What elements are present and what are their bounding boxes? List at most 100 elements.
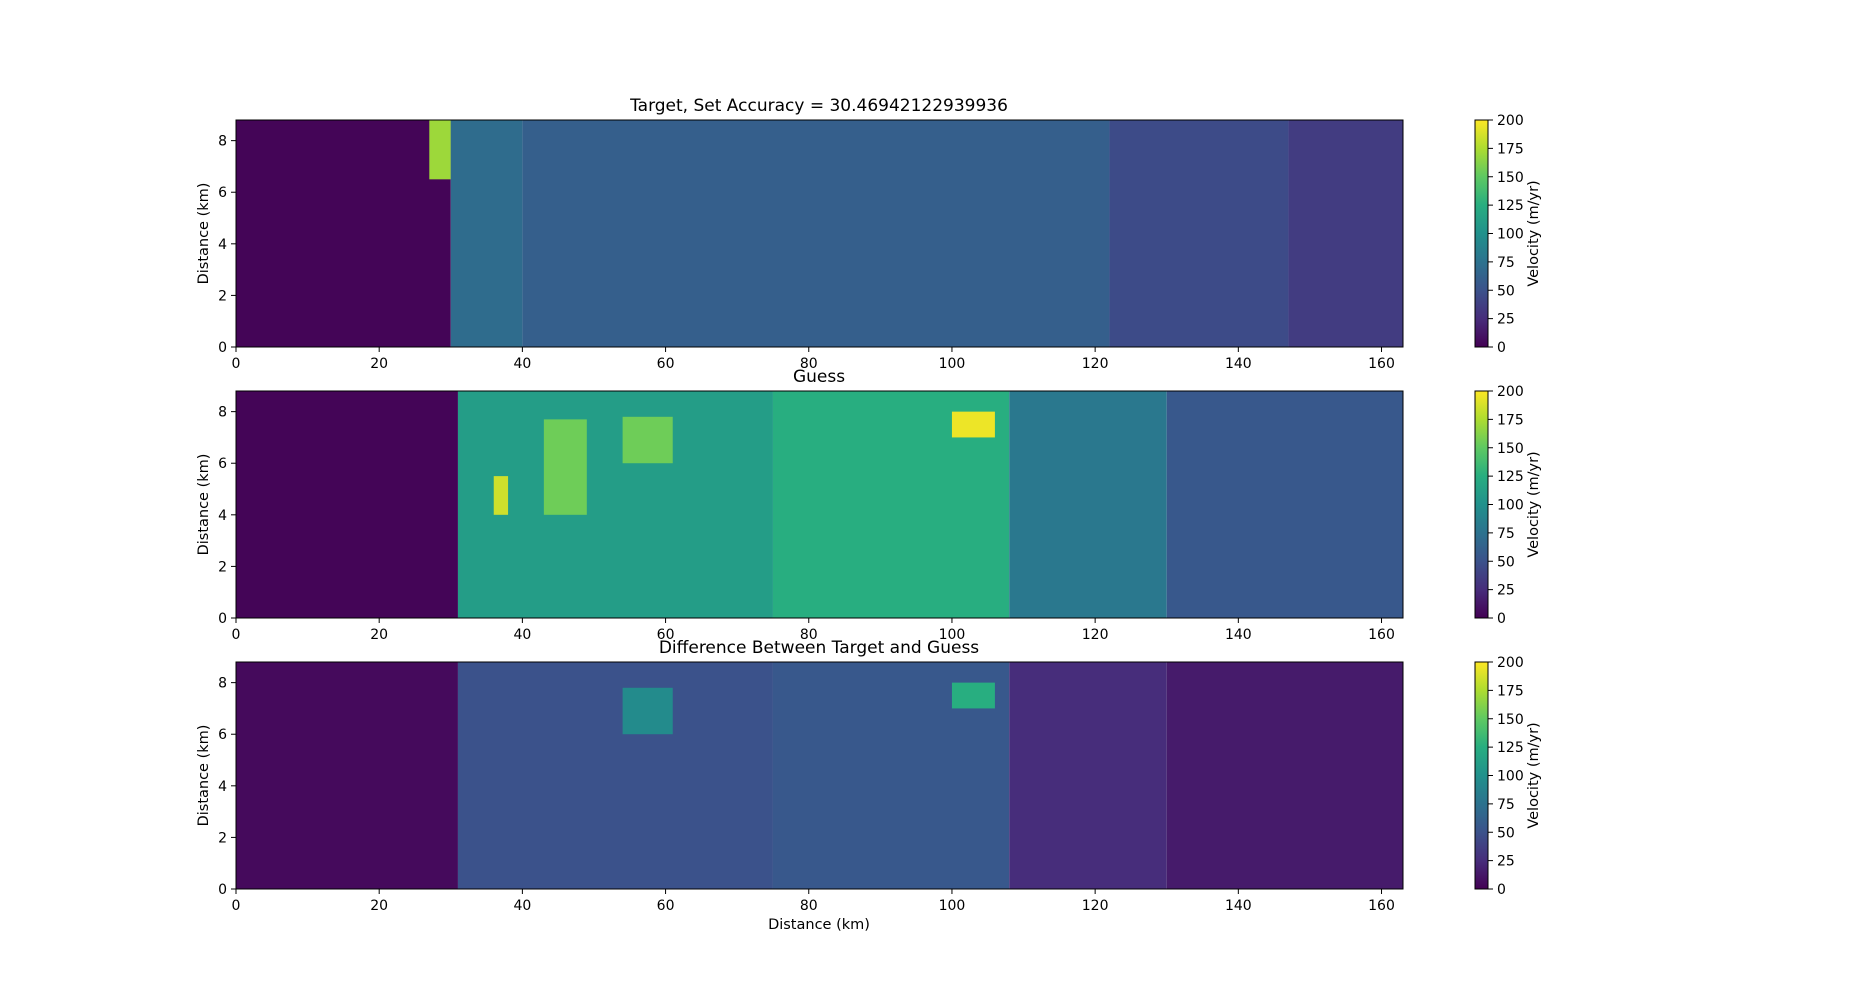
panel-difference-xticks: 0 20 40 60 80 100 120 140 160 bbox=[232, 889, 1395, 914]
colorbar-tick-label: 25 bbox=[1497, 583, 1515, 599]
x-tick-label: 40 bbox=[513, 898, 531, 914]
x-tick-label: 100 bbox=[939, 898, 966, 914]
x-tick-label: 20 bbox=[370, 356, 388, 372]
y-tick-label: 6 bbox=[218, 727, 227, 743]
heatmap-cell bbox=[429, 120, 450, 179]
y-tick-label: 8 bbox=[218, 134, 227, 150]
colorbar-tick-label: 100 bbox=[1497, 227, 1524, 243]
panel-guess-yticks: 02468 bbox=[218, 405, 236, 627]
heatmap-target bbox=[236, 120, 1403, 347]
colorbar-tick-label: 175 bbox=[1497, 683, 1524, 699]
colorbar-tick-label: 100 bbox=[1497, 769, 1524, 785]
y-tick-label: 4 bbox=[218, 237, 227, 253]
colorbar-tick-label: 175 bbox=[1497, 141, 1524, 157]
panel-difference-yticks: 0 2 4 6 8 bbox=[218, 676, 236, 898]
colorbar-tick-label: 75 bbox=[1497, 255, 1515, 271]
colorbar-tick-label: 75 bbox=[1497, 797, 1515, 813]
colorbar-tick-label: 100 bbox=[1497, 498, 1524, 514]
panel-difference-colorbar: 0 25 50 75 100 125 150 175 200 Velocity (m/yr) bbox=[1475, 655, 1542, 898]
colorbar-tick-label: 50 bbox=[1497, 825, 1515, 841]
panel-guess: Guess 0 20 40 60 80 100 120 140 160 02468 Distan… bbox=[196, 367, 1542, 643]
x-tick-label: 140 bbox=[1225, 898, 1252, 914]
colorbar-tick-label: 125 bbox=[1497, 740, 1524, 756]
x-tick-label: 80 bbox=[800, 898, 818, 914]
colorbar-gradient bbox=[1475, 662, 1488, 889]
heatmap-cell bbox=[1167, 662, 1403, 889]
y-tick-label: 2 bbox=[218, 830, 227, 846]
heatmap-cell bbox=[1009, 662, 1167, 889]
colorbar-tick-label: 75 bbox=[1497, 526, 1515, 542]
panel-difference-ylabel: Distance (km) bbox=[196, 725, 212, 827]
heatmap-cell bbox=[623, 417, 673, 463]
x-tick-label: 140 bbox=[1225, 356, 1252, 372]
y-tick-label: 8 bbox=[218, 405, 227, 421]
colorbar-tick-label: 0 bbox=[1497, 882, 1506, 898]
heatmap-cell bbox=[1167, 391, 1403, 618]
heatmap-cell bbox=[458, 662, 773, 889]
colorbar-tick-label: 175 bbox=[1497, 412, 1524, 428]
colorbar-label: Velocity (m/yr) bbox=[1526, 180, 1542, 286]
x-tick-label: 60 bbox=[657, 356, 675, 372]
colorbar-tick-label: 200 bbox=[1497, 384, 1524, 400]
panel-difference: Difference Between Target and Guess 0 20 4… bbox=[196, 638, 1542, 933]
y-tick-label: 0 bbox=[218, 882, 227, 898]
heatmap-cell bbox=[952, 683, 995, 709]
x-tick-label: 0 bbox=[232, 356, 241, 372]
panel-guess-title: Guess bbox=[793, 367, 845, 387]
x-tick-label: 20 bbox=[370, 898, 388, 914]
x-tick-label: 160 bbox=[1368, 356, 1395, 372]
colorbar-tick-label: 200 bbox=[1497, 655, 1524, 671]
panel-guess-ylabel: Distance (km) bbox=[196, 454, 212, 556]
y-tick-label: 8 bbox=[218, 676, 227, 692]
heatmap-cell bbox=[1109, 120, 1288, 347]
colorbar-tick-label: 200 bbox=[1497, 113, 1524, 129]
colorbar-gradient bbox=[1475, 120, 1488, 347]
colorbar-tick-label: 0 bbox=[1497, 340, 1506, 356]
colorbar-ticks: 0 25 50 75 100 125 150 175 200 bbox=[1488, 384, 1524, 627]
colorbar-label: Velocity (m/yr) bbox=[1526, 451, 1542, 557]
x-tick-label: 0 bbox=[232, 898, 241, 914]
colorbar-tick-label: 25 bbox=[1497, 854, 1515, 870]
x-tick-label: 40 bbox=[513, 356, 531, 372]
colorbar-tick-label: 150 bbox=[1497, 712, 1524, 728]
colorbar-tick-label: 150 bbox=[1497, 441, 1524, 457]
y-tick-label: 2 bbox=[218, 288, 227, 304]
y-tick-label: 4 bbox=[218, 508, 227, 524]
panel-difference-xlabel: Distance (km) bbox=[768, 917, 870, 933]
colorbar-ticks: 0 25 50 75 100 125 150 175 200 bbox=[1488, 113, 1524, 356]
heatmap-cell bbox=[952, 412, 995, 438]
heatmap-cell bbox=[544, 419, 587, 514]
y-tick-label: 4 bbox=[218, 779, 227, 795]
panel-difference-title: Difference Between Target and Guess bbox=[659, 638, 979, 658]
colorbar-tick-label: 50 bbox=[1497, 283, 1515, 299]
y-tick-label: 2 bbox=[218, 559, 227, 575]
colorbar-label: Velocity (m/yr) bbox=[1526, 722, 1542, 828]
heatmap-guess bbox=[236, 391, 1403, 618]
x-tick-label: 120 bbox=[1082, 627, 1109, 643]
heatmap-cell bbox=[494, 476, 508, 515]
x-tick-label: 100 bbox=[939, 356, 966, 372]
x-tick-label: 0 bbox=[232, 627, 241, 643]
colorbar-tick-label: 25 bbox=[1497, 312, 1515, 328]
y-tick-label: 6 bbox=[218, 185, 227, 201]
panel-target-title: Target, Set Accuracy = 30.46942122939936 bbox=[629, 96, 1008, 116]
panel-target-yticks: 0 2 4 6 8 bbox=[218, 134, 236, 356]
panel-target: Target, Set Accuracy = 30.46942122939936… bbox=[196, 96, 1542, 372]
heatmap-cell bbox=[236, 120, 451, 347]
y-tick-label: 0 bbox=[218, 340, 227, 356]
panel-target-ylabel: Distance (km) bbox=[196, 183, 212, 285]
panel-target-colorbar: 0 25 50 75 100 125 150 175 200 Velocity (m/yr) bbox=[1475, 113, 1542, 356]
heatmap-cell bbox=[1009, 391, 1167, 618]
colorbar-ticks: 0 25 50 75 100 125 150 175 200 bbox=[1488, 655, 1524, 898]
heatmap-cell bbox=[1288, 120, 1403, 347]
colorbar-gradient bbox=[1475, 391, 1488, 618]
panel-guess-colorbar: 0 25 50 75 100 125 150 175 200 Velocity (m/yr) bbox=[1475, 384, 1542, 627]
colorbar-tick-label: 125 bbox=[1497, 198, 1524, 214]
colorbar-tick-label: 125 bbox=[1497, 469, 1524, 485]
colorbar-tick-label: 50 bbox=[1497, 554, 1515, 570]
heatmap-cell bbox=[451, 120, 523, 347]
x-tick-label: 20 bbox=[370, 627, 388, 643]
y-tick-label: 6 bbox=[218, 456, 227, 472]
x-tick-label: 60 bbox=[657, 898, 675, 914]
